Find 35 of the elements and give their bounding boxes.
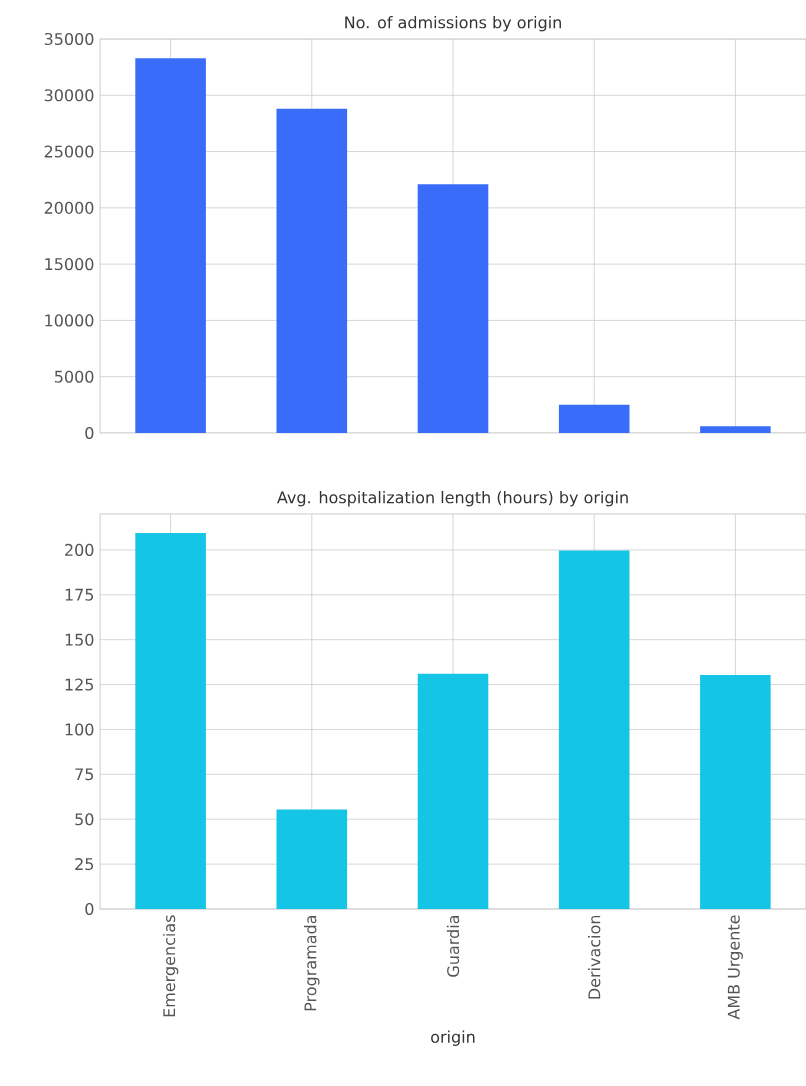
bar	[700, 426, 771, 433]
y-tick-label: 15000	[45, 258, 94, 271]
y-tick-label: 20000	[44, 201, 94, 214]
bar	[417, 184, 489, 433]
y-tick-label: 100	[65, 723, 94, 736]
y-tick-label: 50	[75, 813, 94, 826]
bar	[135, 58, 206, 433]
y-tick-label: 5000	[54, 370, 94, 383]
y-tick-label: 25	[75, 858, 94, 871]
x-tick-label: Programada	[304, 915, 320, 1011]
y-tick-label: 25000	[44, 145, 94, 158]
y-tick-label: 30000	[44, 89, 94, 102]
y-tick-label: 10000	[45, 314, 94, 327]
x-tick-label: Derivacion	[588, 915, 601, 999]
y-tick-label: 0	[85, 902, 94, 916]
chart-title: Avg. hospitalization length (hours) by origin	[277, 490, 628, 507]
y-tick-label: 35000	[44, 32, 94, 46]
chart-title: No. of admissions by origin	[345, 15, 561, 32]
x-tick-label: AMB Urgente	[727, 915, 743, 1020]
bar	[700, 675, 771, 909]
x-tick-label: Emergencias	[162, 915, 179, 1017]
x-tick-label: Guardia	[446, 915, 460, 977]
y-tick-label: 175	[65, 588, 94, 601]
x-axis-title: origin	[431, 1030, 475, 1046]
bar	[276, 108, 348, 433]
y-tick-label: 150	[65, 633, 94, 646]
bar	[135, 533, 206, 909]
y-tick-label: 0	[85, 426, 94, 440]
bar	[417, 673, 489, 909]
y-tick-label: 125	[65, 678, 94, 691]
bar	[558, 550, 630, 909]
y-tick-label: 75	[75, 768, 94, 781]
y-tick-label: 200	[65, 543, 94, 556]
bar	[276, 809, 348, 909]
bar	[558, 404, 630, 433]
